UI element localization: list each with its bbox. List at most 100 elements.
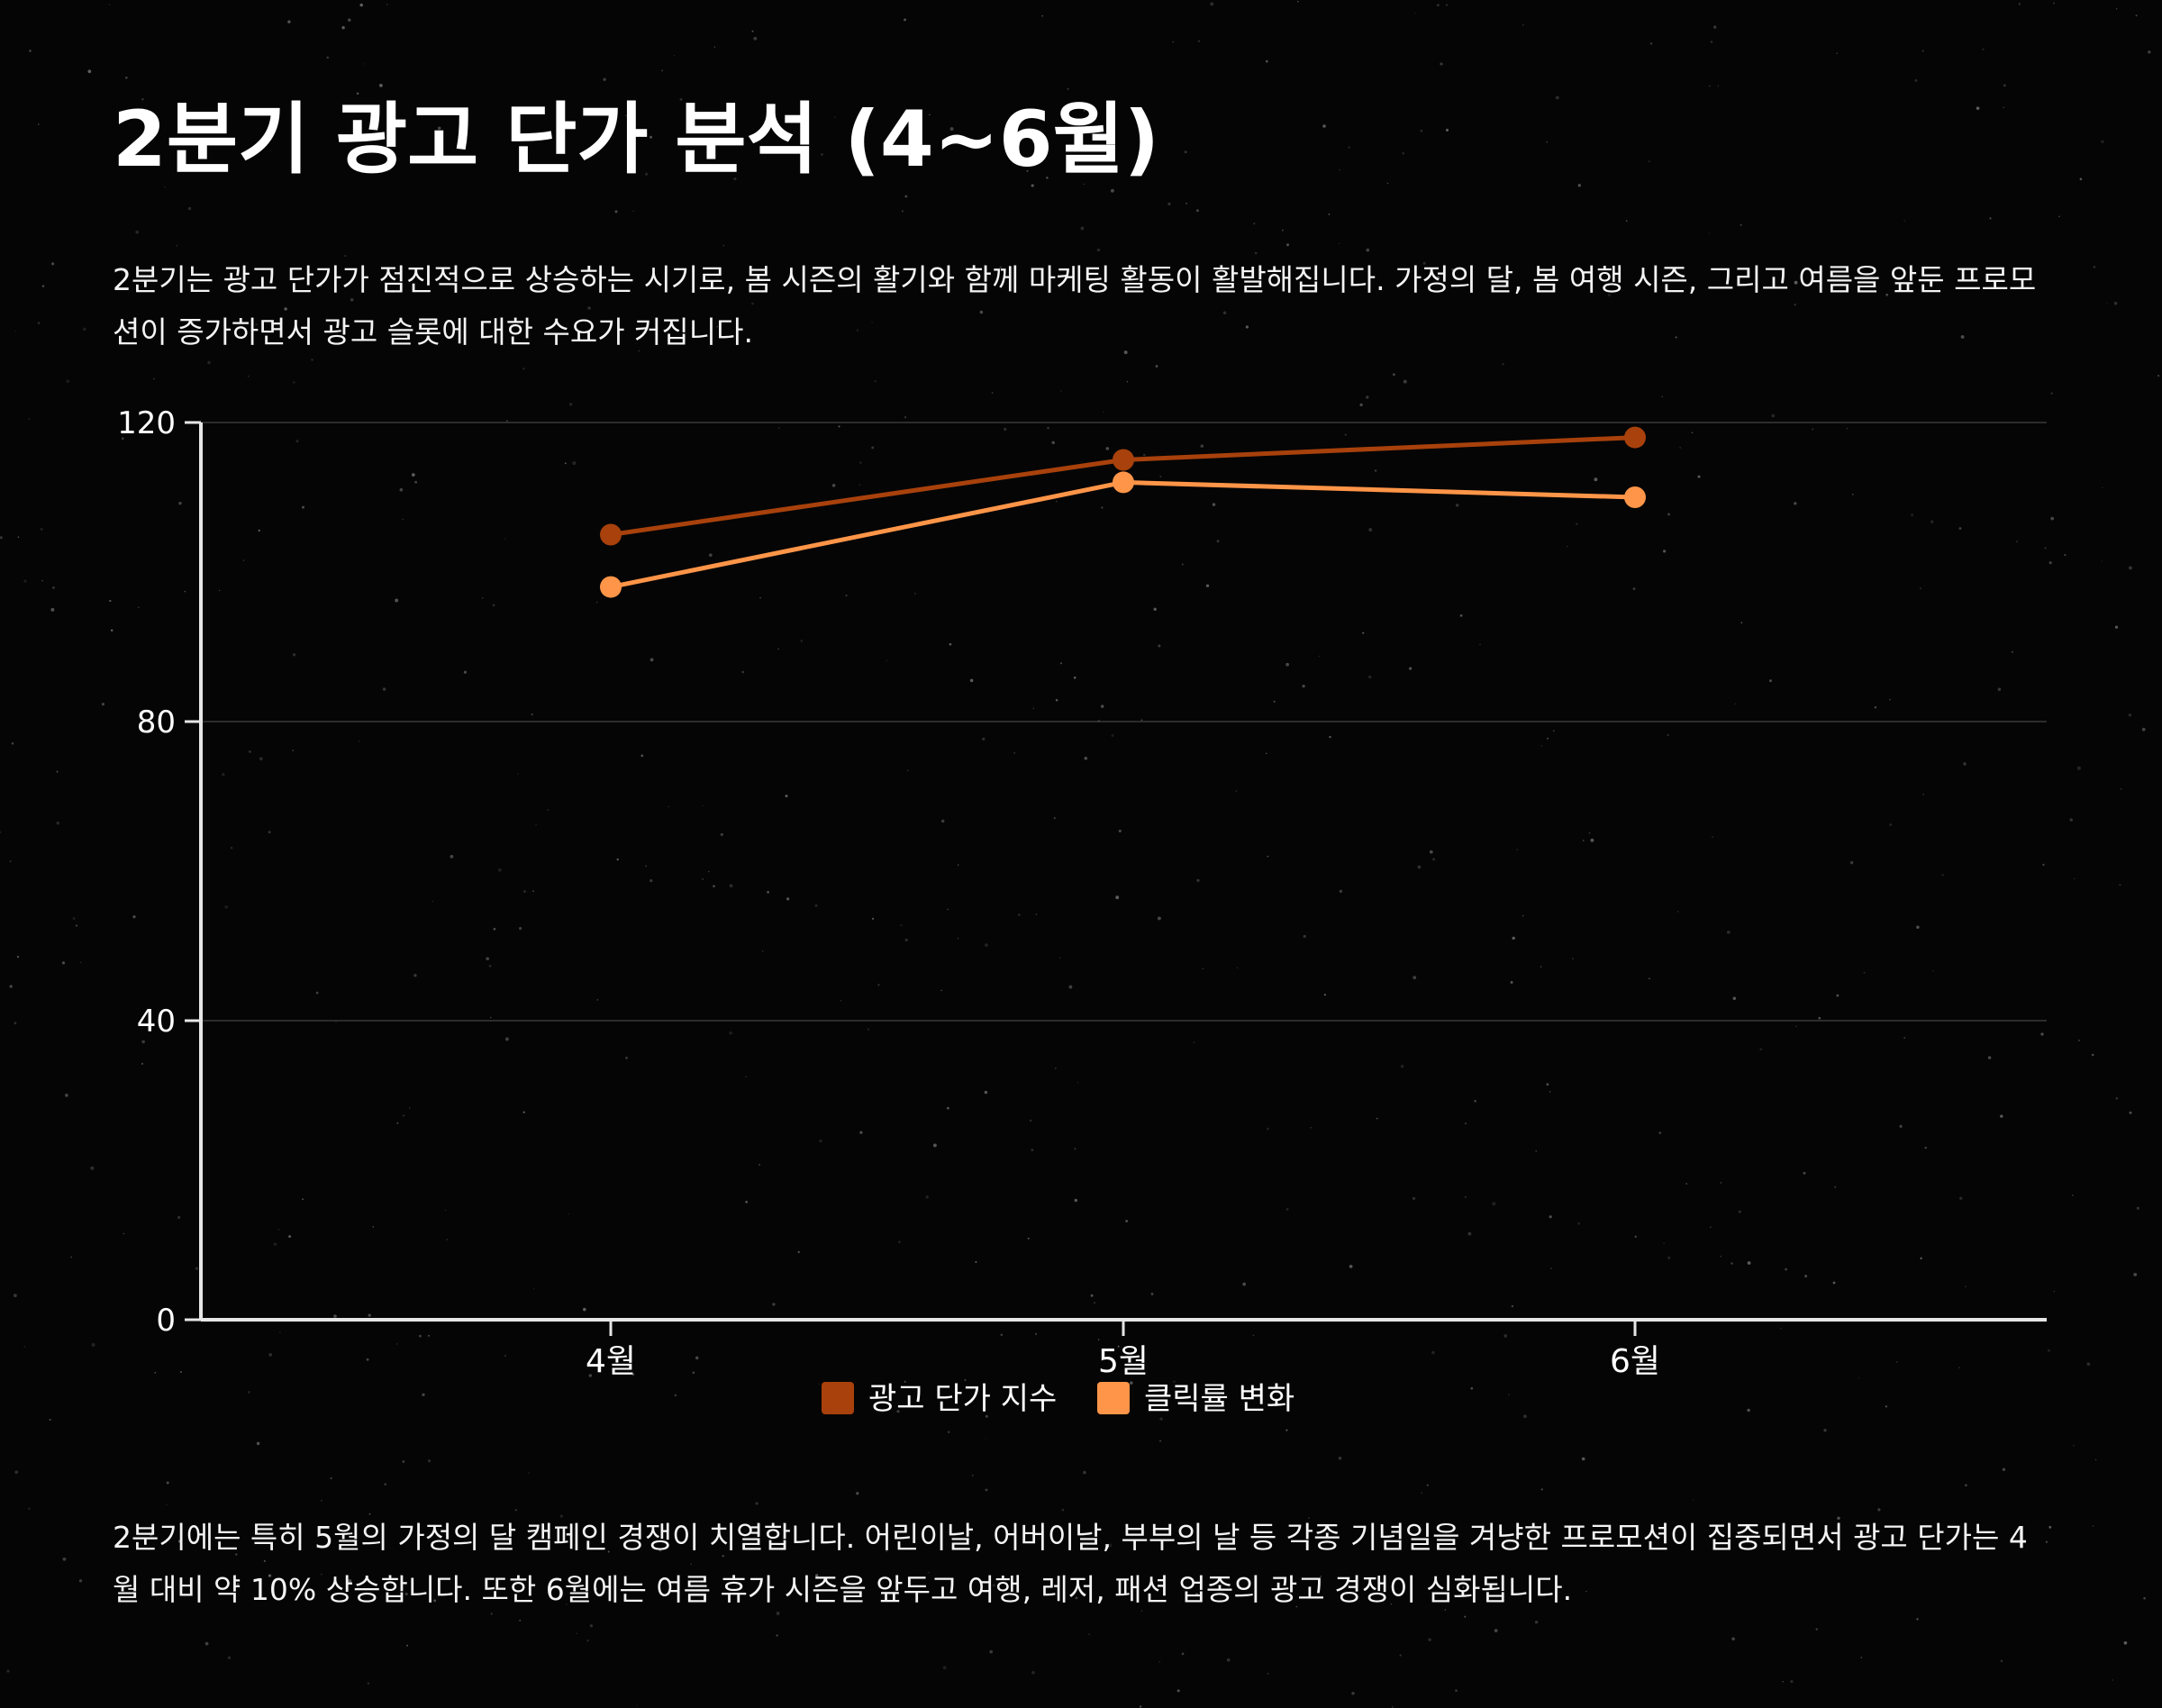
star bbox=[1467, 1231, 1472, 1236]
star bbox=[1422, 261, 1426, 265]
star bbox=[644, 172, 649, 176]
star bbox=[437, 126, 441, 130]
star bbox=[1818, 1016, 1821, 1020]
star bbox=[1285, 1429, 1288, 1431]
star bbox=[1285, 662, 1289, 667]
star bbox=[877, 984, 880, 986]
star bbox=[40, 527, 43, 531]
star bbox=[2106, 303, 2108, 304]
star bbox=[1105, 447, 1110, 450]
star bbox=[2123, 1640, 2128, 1645]
star bbox=[1747, 1261, 1751, 1265]
star bbox=[49, 1418, 51, 1422]
star bbox=[101, 703, 104, 706]
star bbox=[1919, 587, 1921, 590]
star bbox=[636, 1704, 638, 1706]
star bbox=[814, 904, 818, 907]
star bbox=[1060, 390, 1062, 392]
star bbox=[1679, 447, 1681, 449]
star bbox=[1720, 1256, 1721, 1258]
star bbox=[751, 302, 754, 305]
star bbox=[1172, 41, 1175, 43]
star bbox=[645, 865, 648, 868]
star bbox=[1034, 1332, 1038, 1335]
star bbox=[273, 1242, 277, 1246]
star bbox=[66, 379, 70, 383]
star bbox=[1302, 685, 1305, 688]
star bbox=[845, 595, 848, 597]
star bbox=[56, 770, 59, 773]
star bbox=[1795, 1025, 1797, 1027]
star bbox=[396, 1122, 399, 1124]
star bbox=[2048, 561, 2052, 565]
star bbox=[964, 1378, 967, 1382]
star bbox=[2050, 516, 2055, 521]
x-axis-ticks: 4월 5월 6월 bbox=[586, 1320, 1660, 1380]
star bbox=[1368, 528, 1373, 532]
star bbox=[1747, 1408, 1750, 1413]
star bbox=[982, 737, 986, 741]
star bbox=[949, 127, 954, 132]
star bbox=[1921, 50, 1924, 52]
star bbox=[1265, 59, 1268, 63]
star bbox=[1885, 293, 1889, 296]
y-tick-label: 80 bbox=[137, 704, 176, 740]
star bbox=[1895, 1361, 1898, 1363]
star bbox=[532, 1287, 535, 1290]
star bbox=[1117, 1345, 1120, 1348]
star bbox=[90, 1166, 95, 1170]
star bbox=[6, 1669, 10, 1673]
star bbox=[23, 1346, 26, 1348]
star bbox=[1310, 1127, 1312, 1129]
star bbox=[741, 670, 745, 674]
star bbox=[110, 629, 114, 631]
star bbox=[1740, 223, 1742, 226]
star bbox=[1193, 1041, 1195, 1044]
star bbox=[348, 1578, 352, 1583]
star bbox=[1440, 62, 1443, 66]
star bbox=[1540, 745, 1543, 747]
star bbox=[1205, 584, 1210, 587]
star bbox=[1963, 762, 1967, 766]
star bbox=[65, 1094, 68, 1097]
star bbox=[1731, 1262, 1733, 1265]
star bbox=[1083, 109, 1086, 112]
star bbox=[1488, 1585, 1491, 1588]
star bbox=[384, 1483, 386, 1485]
star bbox=[1634, 1235, 1637, 1238]
star bbox=[1832, 1281, 1836, 1285]
star bbox=[378, 83, 383, 87]
star bbox=[1285, 243, 1290, 247]
star bbox=[1577, 184, 1581, 187]
star bbox=[2115, 8, 2118, 10]
star bbox=[1126, 381, 1129, 383]
star bbox=[230, 847, 233, 849]
star bbox=[402, 518, 404, 521]
star bbox=[428, 1334, 430, 1337]
star bbox=[1403, 379, 1407, 384]
star bbox=[195, 1267, 199, 1270]
star bbox=[17, 536, 20, 539]
star bbox=[450, 854, 454, 859]
star bbox=[1540, 966, 1542, 968]
star bbox=[1769, 679, 1772, 683]
star bbox=[867, 1028, 870, 1031]
star bbox=[277, 1228, 280, 1231]
star bbox=[785, 795, 788, 798]
star bbox=[2076, 766, 2081, 770]
star bbox=[1903, 220, 1905, 222]
star bbox=[1413, 976, 1417, 980]
star bbox=[1494, 1629, 1498, 1632]
star bbox=[2079, 177, 2083, 181]
star bbox=[1143, 159, 1147, 162]
star bbox=[1465, 1122, 1467, 1124]
star bbox=[572, 461, 577, 466]
star bbox=[904, 938, 908, 941]
star bbox=[1914, 78, 1918, 82]
star bbox=[150, 1533, 153, 1537]
star bbox=[1512, 936, 1515, 940]
star bbox=[1061, 1508, 1065, 1512]
star bbox=[164, 186, 166, 188]
star bbox=[985, 1488, 988, 1492]
star bbox=[1196, 878, 1200, 883]
